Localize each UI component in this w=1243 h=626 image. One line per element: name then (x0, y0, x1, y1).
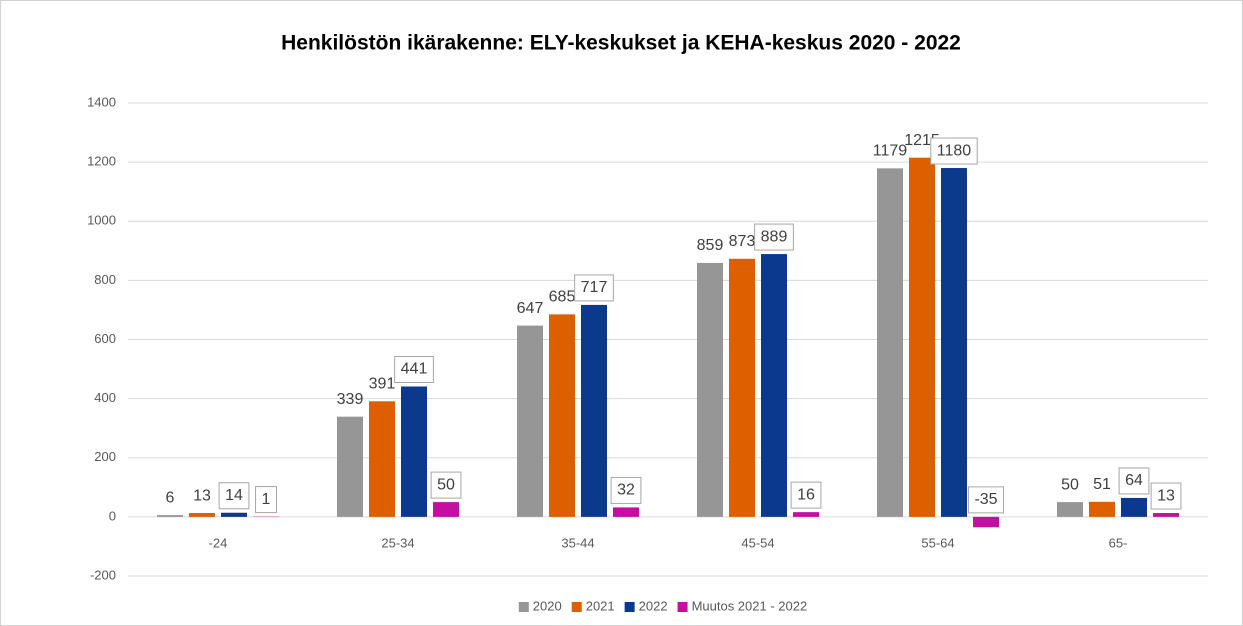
bar (729, 258, 755, 517)
chart-title: Henkilöstön ikärakenne: ELY-keskukset ja… (281, 32, 961, 55)
y-tick-label: 1400 (87, 94, 116, 109)
data-label-box (394, 356, 434, 384)
bar (1153, 513, 1179, 517)
data-label: 14 (225, 487, 243, 504)
data-label-box (754, 223, 794, 251)
bar (369, 401, 395, 517)
data-label: 13 (1157, 487, 1175, 504)
y-tick-label: 1200 (87, 154, 116, 169)
data-label: 1180 (937, 142, 972, 159)
x-tick-label: 35-44 (561, 535, 594, 550)
legend-label: Muutos 2021 - 2022 (692, 598, 808, 613)
data-label-box (430, 471, 462, 499)
bar (973, 516, 999, 528)
data-label: 6 (166, 489, 175, 506)
y-tick-label: -200 (90, 567, 116, 582)
data-label: 391 (369, 376, 396, 393)
bar (337, 416, 363, 517)
legend-label: 2022 (639, 598, 668, 613)
legend-swatch (677, 602, 688, 612)
data-label: 717 (581, 279, 608, 296)
bar (433, 502, 459, 517)
data-label: 441 (401, 361, 428, 378)
data-label: 1 (262, 491, 271, 508)
bar (549, 314, 575, 517)
data-label: -35 (974, 491, 997, 508)
data-label-box (610, 476, 642, 504)
legend-label: 2020 (533, 598, 562, 613)
data-label: 873 (729, 233, 756, 250)
x-tick-label: 55-64 (921, 535, 954, 550)
data-label: 859 (697, 237, 724, 254)
bar (581, 304, 607, 517)
bar (517, 325, 543, 517)
legend-swatch (624, 602, 635, 612)
legend-label: 2021 (586, 598, 615, 613)
bar (761, 254, 787, 517)
bar (941, 168, 967, 517)
data-label: 51 (1093, 476, 1111, 493)
data-label-box (574, 274, 614, 302)
bar (697, 262, 723, 517)
y-tick-label: 200 (94, 449, 116, 464)
data-label: 685 (549, 289, 576, 306)
data-label: 32 (617, 482, 635, 499)
bar (221, 512, 247, 517)
data-label: 13 (193, 487, 211, 504)
bar (613, 507, 639, 517)
data-label-box (218, 482, 250, 510)
y-tick-label: 400 (94, 390, 116, 405)
data-label-box (790, 481, 822, 509)
data-label: 1179 (873, 143, 908, 160)
data-label-box (255, 486, 277, 514)
data-label-box (1118, 467, 1150, 495)
bar (1057, 502, 1083, 517)
data-label: 339 (337, 391, 364, 408)
bar (189, 513, 215, 517)
y-tick-label: 800 (94, 272, 116, 287)
data-label: 50 (437, 476, 455, 493)
data-label-box (967, 486, 1005, 514)
data-label-box (1150, 482, 1182, 510)
data-label: 647 (517, 300, 544, 317)
bar (793, 512, 819, 517)
bar (1121, 497, 1147, 517)
legend-swatch (518, 602, 529, 612)
bar (157, 515, 183, 517)
data-label: 16 (797, 486, 815, 503)
bar (909, 157, 935, 517)
x-tick-label: 25-34 (381, 535, 414, 550)
legend-swatch (571, 602, 582, 612)
bar (401, 386, 427, 517)
x-tick-label: 45-54 (741, 535, 774, 550)
data-label-box (930, 137, 978, 165)
bar (1089, 501, 1115, 517)
y-tick-label: 0 (109, 508, 116, 523)
data-label: 889 (761, 228, 788, 245)
data-label: 64 (1125, 472, 1143, 489)
x-tick-label: 65- (1109, 535, 1128, 550)
data-label: 50 (1061, 476, 1079, 493)
x-tick-label: -24 (209, 535, 228, 550)
y-tick-label: 600 (94, 331, 116, 346)
y-tick-label: 1000 (87, 213, 116, 228)
bar (877, 168, 903, 517)
